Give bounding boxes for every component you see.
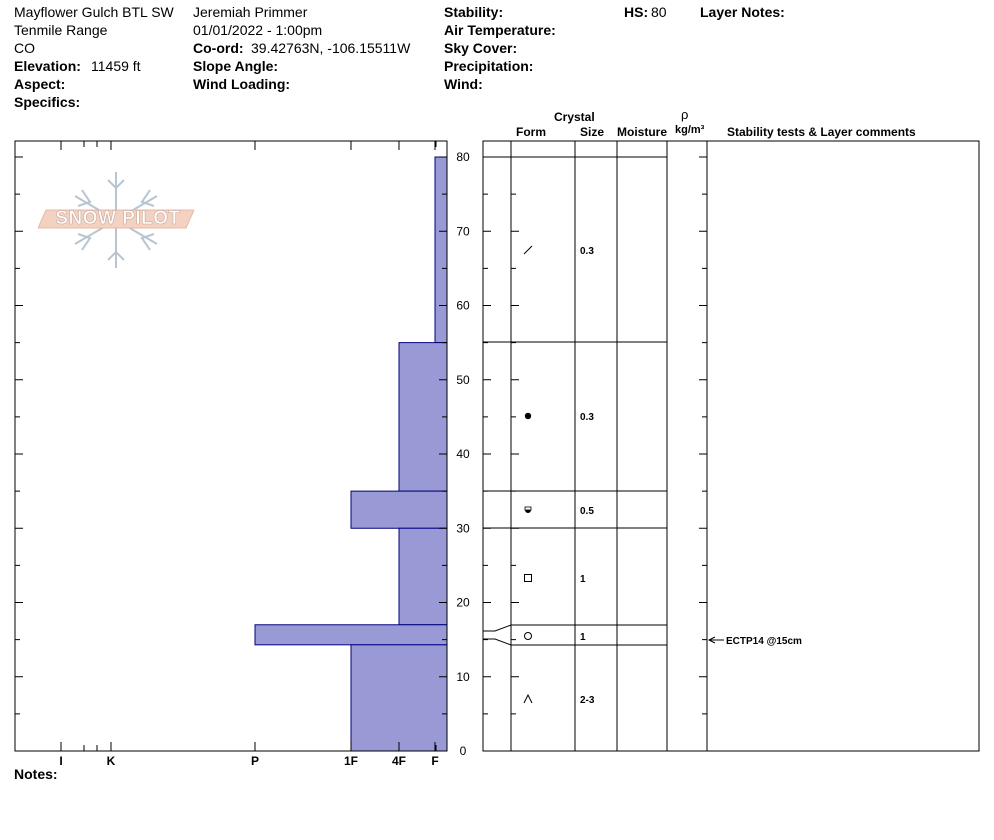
hardness-tick-label: F [431, 754, 438, 768]
form-square-icon [524, 574, 532, 582]
form-slash-icon [523, 245, 533, 255]
hardness-frame [14, 140, 448, 752]
hardness-tick-label: 1F [344, 754, 358, 768]
crystal-size-label: 1 [580, 574, 586, 585]
form-caret-icon [523, 693, 533, 704]
hs-label: HS: [624, 4, 649, 20]
density-symbol: ρ [681, 107, 689, 122]
crystal-size-label: 2-3 [580, 695, 595, 706]
elevation-label: Elevation: [14, 58, 81, 74]
form-dot-icon [524, 412, 532, 420]
depth-tick-label: 70 [456, 224, 470, 238]
slope-label: Slope Angle: [193, 58, 279, 74]
stability-test-label: ECTP14 @15cm [726, 636, 802, 647]
wind-loading-label: Wind Loading: [193, 76, 291, 92]
logo-text: SNOW PILOT [55, 208, 181, 230]
precipitation-label: Precipitation: [444, 58, 534, 74]
hardness-tick-label: P [251, 754, 259, 768]
crystal-size-label: 0.5 [580, 506, 594, 517]
state: CO [14, 40, 35, 56]
air-temp-label: Air Temperature: [444, 22, 556, 38]
hardness-bar [398, 342, 448, 492]
hardness-bar [350, 490, 448, 529]
snowflake-icon [38, 172, 194, 268]
observer: Jeremiah Primmer [193, 4, 308, 20]
crystal-size-label: 1 [580, 632, 586, 643]
crystal-header: Crystal [554, 110, 595, 124]
hardness-bar [398, 527, 448, 626]
size-header: Size [580, 125, 605, 139]
aspect-label: Aspect: [14, 76, 66, 92]
density-unit: kg/m³ [675, 124, 705, 136]
hardness-tick-label: I [59, 754, 62, 768]
snowpilot-logo: SNOW PILOT [38, 170, 194, 270]
coord-value: 39.42763N, -106.15511W [251, 40, 411, 56]
crystal-size-label: 0.3 [580, 246, 594, 257]
layer-grid-frame [482, 140, 980, 752]
layer-connector [483, 624, 512, 632]
depth-tick-label: 80 [456, 150, 470, 164]
stability-tests-header: Stability tests & Layer comments [727, 125, 916, 139]
coord-label: Co-ord: [193, 40, 244, 56]
layer-connector [483, 638, 512, 646]
form-mixed-square-icon [524, 506, 532, 511]
location: Mayflower Gulch BTL SW [14, 4, 174, 20]
stability-arrow-icon [707, 636, 716, 644]
depth-tick-label: 60 [456, 299, 470, 313]
hardness-tick-label: 4F [392, 754, 406, 768]
layer-notes-label: Layer Notes: [700, 4, 785, 20]
hs-value: 80 [651, 4, 667, 20]
range: Tenmile Range [14, 22, 108, 38]
depth-tick-label: 0 [460, 744, 467, 758]
form-header: Form [516, 125, 546, 139]
specifics-label: Specifics: [14, 94, 81, 110]
depth-tick-label: 10 [456, 670, 470, 684]
wind-label: Wind: [444, 76, 483, 92]
hardness-tick-label: K [107, 754, 116, 768]
hardness-bar [434, 156, 448, 344]
sky-cover-label: Sky Cover: [444, 40, 518, 56]
depth-tick-label: 30 [456, 521, 470, 535]
form-circle-icon [524, 632, 532, 640]
depth-tick-label: 50 [456, 373, 470, 387]
stability-label: Stability: [444, 4, 504, 20]
notes-label: Notes: [14, 766, 58, 782]
depth-tick-label: 20 [456, 596, 470, 610]
depth-tick-label: 40 [456, 447, 470, 461]
hardness-bar [254, 624, 448, 646]
elevation-value: 11459 ft [91, 58, 141, 74]
hardness-bar [350, 644, 448, 752]
datetime: 01/01/2022 - 1:00pm [193, 22, 323, 38]
crystal-size-label: 0.3 [580, 412, 594, 423]
moisture-header: Moisture [617, 125, 668, 139]
